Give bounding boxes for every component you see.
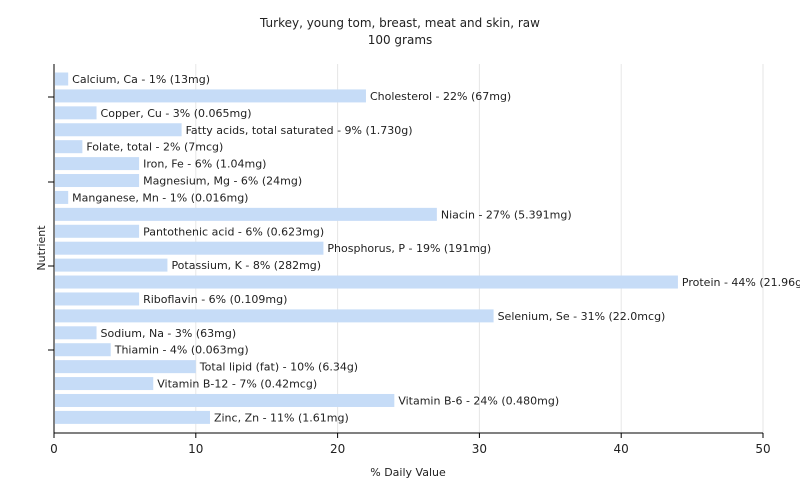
bar-5 — [55, 157, 140, 171]
bar-6 — [55, 174, 140, 188]
bar-label-4: Folate, total - 2% (7mcg) — [86, 141, 223, 154]
bar-3 — [55, 123, 182, 137]
bar-2 — [55, 106, 97, 120]
bar-label-8: Niacin - 27% (5.391mg) — [441, 208, 572, 221]
bar-label-17: Total lipid (fat) - 10% (6.34g) — [199, 361, 358, 374]
bar-label-12: Protein - 44% (21.96g) — [682, 276, 800, 289]
bar-label-9: Pantothenic acid - 6% (0.623mg) — [143, 225, 324, 238]
bar-11 — [55, 258, 168, 272]
bar-label-5: Iron, Fe - 6% (1.04mg) — [143, 158, 266, 171]
x-tick-label-4: 40 — [614, 442, 629, 456]
x-tick-label-2: 20 — [330, 442, 345, 456]
x-tick-label-1: 10 — [188, 442, 203, 456]
bar-12 — [55, 275, 678, 289]
chart-title: Turkey, young tom, breast, meat and skin… — [259, 16, 540, 30]
bar-17 — [55, 360, 196, 374]
bar-18 — [55, 377, 154, 391]
x-tick-label-5: 50 — [755, 442, 770, 456]
y-axis-title: Nutrient — [35, 225, 48, 271]
bar-4 — [55, 140, 83, 154]
bar-label-3: Fatty acids, total saturated - 9% (1.730… — [186, 124, 413, 137]
bar-10 — [55, 241, 324, 255]
bar-label-18: Vitamin B-12 - 7% (0.42mcg) — [157, 378, 317, 391]
chart-subtitle: 100 grams — [368, 33, 433, 47]
axis-layer: 0 10 20 30 40 50 — [48, 64, 771, 456]
bar-layer: Calcium, Ca - 1% (13mg) Cholesterol - 22%… — [55, 72, 800, 424]
bar-label-16: Thiamin - 4% (0.063mg) — [114, 344, 249, 357]
bar-13 — [55, 292, 140, 306]
x-axis-title: % Daily Value — [370, 466, 446, 479]
bar-1 — [55, 89, 366, 103]
bar-label-10: Phosphorus, P - 19% (191mg) — [327, 242, 491, 255]
bar-label-1: Cholesterol - 22% (67mg) — [370, 90, 511, 103]
bar-19 — [55, 393, 395, 407]
bar-label-13: Riboflavin - 6% (0.109mg) — [143, 293, 287, 306]
bar-9 — [55, 224, 140, 238]
bar-label-19: Vitamin B-6 - 24% (0.480mg) — [398, 394, 559, 407]
bar-label-15: Sodium, Na - 3% (63mg) — [101, 327, 237, 340]
bar-label-6: Magnesium, Mg - 6% (24mg) — [143, 175, 302, 188]
x-tick-label-3: 30 — [472, 442, 487, 456]
bar-label-0: Calcium, Ca - 1% (13mg) — [72, 73, 210, 86]
bar-20 — [55, 410, 210, 424]
bar-label-11: Potassium, K - 8% (282mg) — [171, 259, 321, 272]
bar-label-2: Copper, Cu - 3% (0.065mg) — [101, 107, 252, 120]
bar-label-14: Selenium, Se - 31% (22.0mcg) — [498, 310, 666, 323]
bar-label-20: Zinc, Zn - 11% (1.61mg) — [214, 411, 349, 424]
bar-14 — [55, 309, 494, 323]
x-tick-label-0: 0 — [50, 442, 58, 456]
bar-8 — [55, 207, 437, 221]
bar-15 — [55, 326, 97, 340]
bar-7 — [55, 190, 69, 204]
bar-16 — [55, 343, 111, 357]
bar-0 — [55, 72, 69, 86]
bar-label-7: Manganese, Mn - 1% (0.016mg) — [72, 191, 248, 204]
